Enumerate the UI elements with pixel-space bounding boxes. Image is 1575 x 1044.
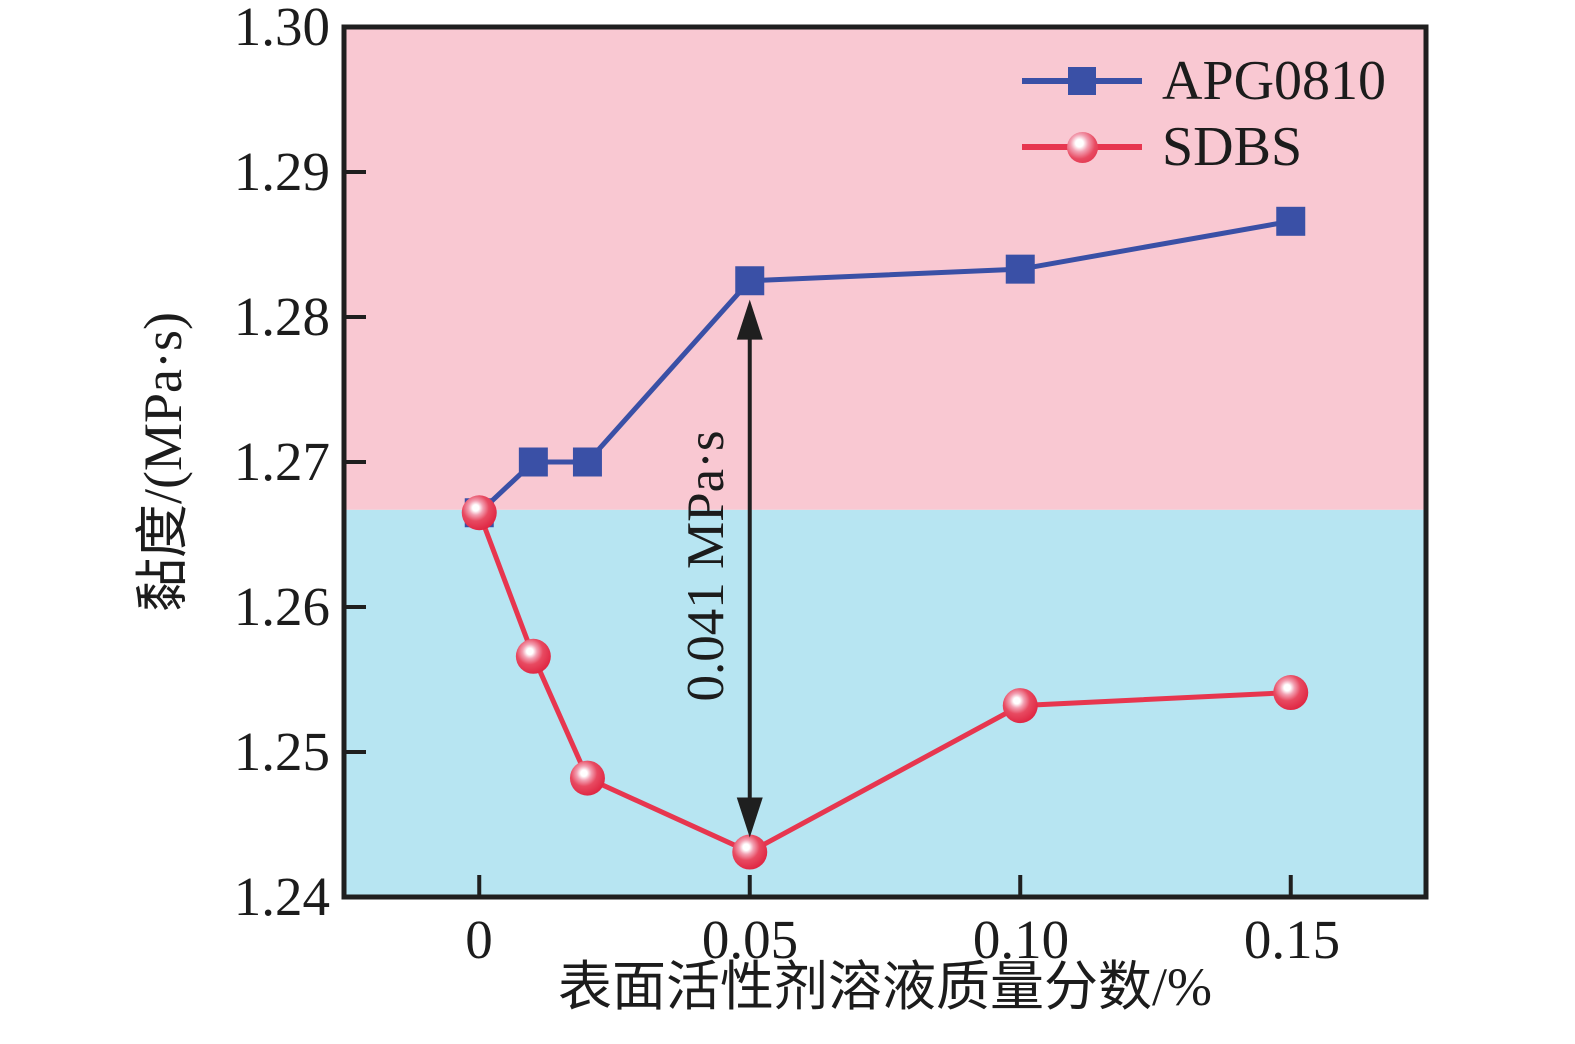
x-tick-label: 0.05: [701, 909, 799, 970]
data-point-sdbs: [515, 638, 551, 674]
y-tick-label: 1.25: [233, 721, 330, 782]
legend: APG0810 SDBS: [1022, 48, 1386, 180]
y-tick-label: 1.26: [233, 576, 330, 637]
background-upper: [344, 27, 1426, 510]
square-marker-icon: [1068, 67, 1096, 95]
legend-item-sdbs: SDBS: [1022, 114, 1386, 180]
legend-item-apg0810: APG0810: [1022, 48, 1386, 114]
data-point-apg0810: [735, 266, 765, 296]
data-point-sdbs: [569, 760, 605, 796]
data-point-apg0810: [1005, 254, 1035, 284]
x-tick-label: 0.15: [1243, 909, 1341, 970]
legend-line-red: [1022, 132, 1142, 163]
data-point-apg0810: [1276, 206, 1306, 236]
y-tick-label: 1.30: [233, 0, 330, 57]
x-tick-label: 0: [465, 909, 493, 970]
background-lower: [344, 509, 1426, 897]
x-axis-title: 表面活性剂溶液质量分数/%: [558, 957, 1212, 1017]
y-tick-label: 1.29: [233, 141, 330, 202]
legend-label-sdbs: SDBS: [1162, 116, 1303, 178]
data-point-apg0810: [572, 447, 602, 477]
annotation-arrowhead-up: [736, 299, 763, 340]
data-point-sdbs: [732, 834, 768, 870]
y-tick-label: 1.27: [233, 431, 330, 492]
y-tick-label: 1.24: [233, 866, 330, 927]
data-point-sdbs: [1273, 675, 1309, 711]
plot-frame: [341, 24, 1429, 900]
y-tick-label: 1.28: [233, 286, 330, 347]
data-point-sdbs: [1002, 688, 1038, 724]
x-tick-label: 0.10: [972, 909, 1070, 970]
data-point-sdbs: [461, 495, 497, 531]
annotation-arrowhead-down: [736, 797, 763, 838]
data-point-apg0810: [518, 447, 548, 477]
legend-label-apg0810: APG0810: [1162, 50, 1387, 112]
sphere-marker-icon: [1067, 132, 1098, 163]
gap-annotation-label: 0.041 MPa·s: [677, 430, 735, 702]
y-axis-title: 黏度/(MPa·s): [133, 312, 193, 612]
legend-line-blue: [1022, 67, 1142, 95]
series-line-sdbs: [476, 511, 1291, 855]
